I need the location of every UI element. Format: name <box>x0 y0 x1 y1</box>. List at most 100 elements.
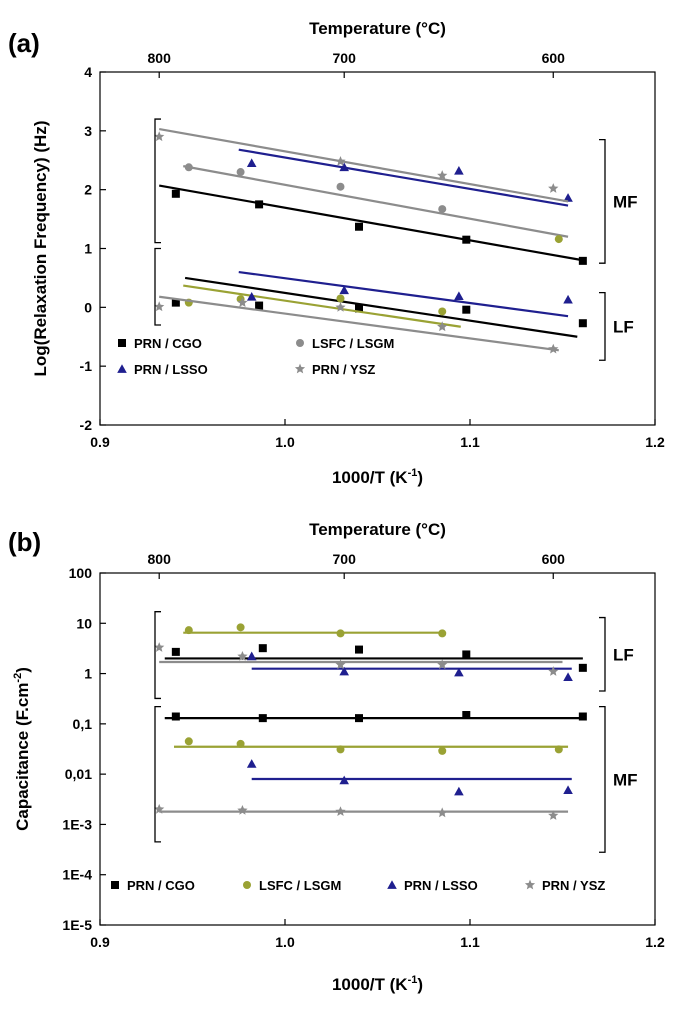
data-point <box>236 168 245 177</box>
y-tick-label: 0 <box>84 299 92 315</box>
data-point <box>171 712 180 721</box>
x-tick-label: 1.2 <box>645 434 665 450</box>
data-point <box>563 193 573 202</box>
data-point <box>255 301 264 310</box>
legend-marker <box>243 881 251 889</box>
top-tick-label: 600 <box>542 50 566 66</box>
data-point <box>438 629 447 638</box>
legend-marker <box>296 339 304 347</box>
data-point <box>454 786 464 796</box>
group-label: LF <box>613 645 634 664</box>
data-point <box>154 803 165 814</box>
fit-line <box>238 148 569 207</box>
data-point <box>355 222 363 231</box>
x-axis-title-end: ) <box>417 468 423 487</box>
x-tick-label: 0.9 <box>90 934 110 950</box>
data-point <box>335 301 346 312</box>
x-tick-label: 1.2 <box>645 934 665 950</box>
y-tick-label: -1 <box>80 358 93 374</box>
y-axis-title: Log(Relaxation Frequency) (Hz) <box>31 121 50 377</box>
panel-label: (b) <box>8 527 41 557</box>
data-point <box>454 166 464 175</box>
data-point <box>578 663 587 672</box>
data-point <box>336 745 345 754</box>
fit-line <box>183 165 569 238</box>
y-tick-label: 2 <box>84 182 92 198</box>
data-point <box>171 298 180 307</box>
data-point <box>355 304 363 313</box>
legend-marker <box>294 363 306 374</box>
data-point <box>563 672 573 681</box>
data-point <box>578 712 587 721</box>
legend-marker <box>524 879 536 890</box>
data-point <box>236 623 245 632</box>
right-bracket <box>599 139 606 264</box>
series-prn-ysz <box>154 642 569 820</box>
data-point <box>258 714 267 723</box>
data-point <box>548 810 559 820</box>
data-point <box>184 737 193 746</box>
legend-marker <box>111 881 119 889</box>
data-point <box>336 629 345 638</box>
top-tick-label: 700 <box>333 50 357 66</box>
group-lf: LF <box>154 247 634 361</box>
top-axis-title: Temperature (°C) <box>309 19 446 38</box>
x-axis-title-text: 1000/T (K <box>332 975 408 994</box>
series-prn-lsso <box>238 148 573 318</box>
data-point <box>258 644 267 653</box>
data-point <box>462 235 471 244</box>
x-tick-label: 0.9 <box>90 434 110 450</box>
x-axis-title: 1000/T (K-1) <box>332 467 423 487</box>
legend-label: PRN / CGO <box>127 878 195 893</box>
fit-line <box>183 284 461 328</box>
data-point <box>246 291 257 301</box>
data-point <box>237 651 248 661</box>
top-tick-label: 700 <box>333 551 357 567</box>
data-point <box>554 745 563 754</box>
plot-frame <box>99 572 656 926</box>
data-point <box>548 343 559 354</box>
panel-a: (a) Temperature (°C) 0.9 1.0 1.1 1.2 800 700 600… <box>8 19 665 487</box>
data-point <box>236 739 245 748</box>
legend-label: LSFC / LSGM <box>312 336 394 351</box>
y-tick-label: 1 <box>84 666 92 682</box>
x-tick-label: 1.0 <box>275 934 295 950</box>
data-point <box>246 651 257 661</box>
data-point <box>563 294 573 304</box>
data-point <box>246 158 257 168</box>
legend-label: PRN / YSZ <box>312 362 375 377</box>
legend-marker <box>117 364 127 373</box>
y-tick-label: 3 <box>84 123 92 139</box>
data-point <box>462 305 471 314</box>
x-tick-label: 1.1 <box>460 434 480 450</box>
x-axis-title-text: 1000/T (K <box>332 468 408 487</box>
fit-line <box>159 127 569 203</box>
legend: PRN / CGO LSFC / LSGM PRN / LSSO PRN / YSZ <box>117 336 394 377</box>
group-label: LF <box>613 317 634 336</box>
legend-marker <box>387 880 397 889</box>
data-point <box>339 162 349 172</box>
fit-line <box>184 276 578 338</box>
data-point <box>335 806 346 816</box>
y-tick-label: 0,1 <box>73 716 93 732</box>
panel-b: (b) Temperature (°C) 0.9 1.0 1.1 1.2 800 700 600… <box>8 520 665 994</box>
data-point <box>154 301 165 312</box>
data-point <box>339 666 349 676</box>
data-point <box>171 647 180 656</box>
y-axis-title-sup: -2 <box>12 673 24 683</box>
series-prn-lsso <box>246 651 573 796</box>
data-point <box>438 307 447 316</box>
legend-marker <box>118 339 126 347</box>
data-point <box>548 666 559 676</box>
y-tick-label: 1 <box>84 241 92 257</box>
data-point <box>437 659 448 670</box>
data-point <box>154 642 165 652</box>
data-point <box>554 235 563 244</box>
y-axis-title-text: Log(Relaxation Frequency) (Hz) <box>31 121 50 377</box>
y-tick-label: 0,01 <box>65 766 92 782</box>
legend-label: PRN / CGO <box>134 336 202 351</box>
panel-label: (a) <box>8 28 40 58</box>
legend-label: LSFC / LSGM <box>259 878 341 893</box>
top-axis-title: Temperature (°C) <box>309 520 446 539</box>
data-point <box>339 775 349 785</box>
